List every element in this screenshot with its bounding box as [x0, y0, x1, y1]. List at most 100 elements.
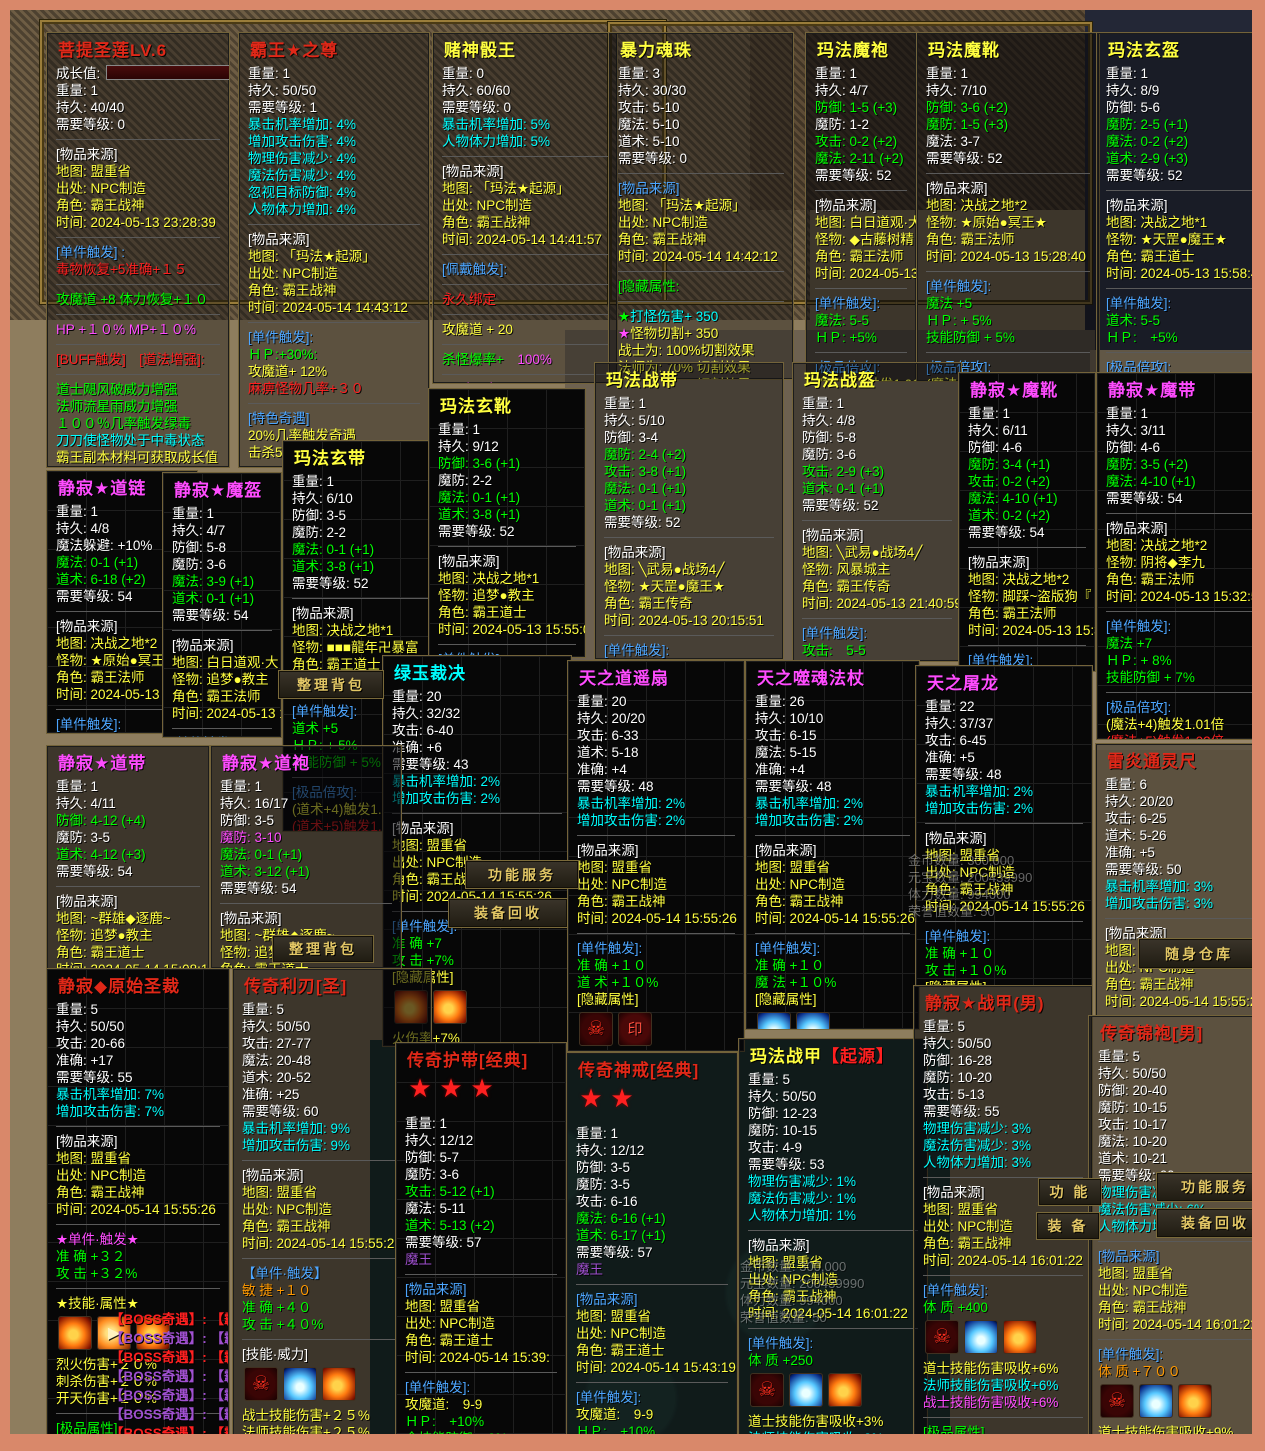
divider — [925, 921, 1083, 922]
stat-line: [单件触发]: — [968, 653, 1034, 668]
stat-line: 防御: 5-6 — [1106, 100, 1161, 115]
stat-line: 时间: 2024-05-13 15 — [172, 706, 281, 721]
stat-line: 攻击: 20-66 — [56, 1036, 126, 1051]
stat-line: 暴击机率增加: 2% — [755, 796, 864, 811]
boss-encounter-line: 【BOSS奇遇】: 【霸 — [110, 1312, 228, 1327]
stat-line: 攻魔道: 9-9 — [405, 1397, 483, 1412]
stat-line: 道术 +5 — [292, 721, 339, 736]
stat-line: 地图: 白日道观·大 — [815, 215, 917, 230]
stat-line: [物品来源] — [968, 555, 1030, 570]
stat-line: 持久: 7/10 — [926, 83, 987, 98]
stat-line: 需要等级: 1 — [248, 100, 318, 115]
stat-line: 增加攻击伤害: 2% — [392, 791, 501, 806]
stat-line: 道术: 5-5 — [1106, 313, 1161, 328]
item-title: 静寂★道链 — [58, 479, 147, 498]
divider — [242, 1258, 422, 1259]
function-button-fragment[interactable]: 功 能 — [1038, 1178, 1102, 1206]
stat-line: 道术: 5-10 — [618, 134, 680, 149]
stat-line: [单件触发]: — [405, 1380, 471, 1395]
stat-line: 攻 击 +４０% — [242, 1317, 324, 1332]
jingji-daodai-panel: 静寂★道带 重量: 1 持久: 4/11 防御: 4-12 (+4) 魔防: 3-5 道术… — [46, 745, 210, 973]
function-service-button-2[interactable]: 功能服务 — [1156, 1172, 1252, 1202]
stat-line: 持久: 4/8 — [56, 521, 110, 536]
jingji-mokui-panel: 静寂★魔盔 重量: 1 持久: 4/7 防御: 5-8 魔防: 3-6 魔法: 3-9 (… — [162, 472, 282, 738]
stat-line: 角色: 霸王法师 — [1106, 572, 1195, 587]
stat-line: [物品来源] — [392, 821, 454, 836]
stat-line: 地图: ╲武易●战场4╱ — [604, 562, 725, 577]
stat-line: 重量: 6 — [1105, 777, 1148, 792]
stat-line: 防御: 4-12 (+4) — [56, 813, 146, 828]
item-title: 雷炎通灵尺 — [1107, 752, 1197, 771]
divider — [604, 537, 774, 538]
sort-bag-button[interactable]: 整理背包 — [278, 670, 384, 699]
stat-line: 刺杀伤害+２０% — [56, 1374, 157, 1389]
stat-line: 角色: 霸王道士 — [405, 1333, 494, 1348]
stat-line: 魔防: 2-2 — [438, 473, 493, 488]
function-service-button[interactable]: 功能服务 — [465, 860, 579, 889]
stat-line: [单件触发]: — [802, 626, 868, 641]
stat-line: 重量: 1 — [292, 474, 335, 489]
divider — [1098, 1241, 1252, 1242]
stat-line: 增加攻击伤害: 2% — [925, 801, 1034, 816]
divider — [405, 1372, 557, 1373]
stat-line: 增加攻击伤害: 2% — [755, 813, 864, 828]
stat-line: 时间: 2024-05-13 15:55:06 — [438, 622, 586, 637]
fire-icon — [433, 990, 467, 1024]
equip-recycle-button-2[interactable]: 装备回收 — [1156, 1208, 1252, 1238]
stat-line: 法师技能伤害吸收+9% — [1098, 1441, 1265, 1444]
stat-line: 持久: 4/8 — [802, 413, 856, 428]
bawang-zhizun-panel: 霸王★之尊 重量: 1 持久: 50/50 需要等级: 1 暴击机率增加: 4% 增加攻击… — [238, 32, 430, 468]
item-title: 菩提圣莲LV.6 — [58, 41, 168, 60]
stat-line: 需要等级: 54 — [56, 864, 133, 879]
star-icon: ★ — [579, 1082, 603, 1113]
stat-line: 出处: NPC制造 — [923, 1219, 1014, 1234]
item-title: 暴力魂珠 — [620, 41, 692, 60]
stat-line: 攻击: 27-77 — [242, 1036, 312, 1051]
stat-line: [物品来源] — [220, 911, 282, 926]
stat-line: 出处: NPC制造 — [56, 1168, 147, 1183]
stat-line: 需要等级: 48 — [755, 779, 832, 794]
equip-recycle-button[interactable]: 装备回收 — [448, 898, 568, 928]
stat-line: 时间: 2024-05-14 14:41:57 — [442, 232, 602, 247]
stat-line: 需要等级: 60 — [242, 1104, 319, 1119]
divider — [392, 813, 562, 814]
stat-line: 地图: 白日道观·大 — [172, 655, 279, 670]
star-icon: ★ — [470, 1072, 494, 1103]
divider — [755, 835, 910, 836]
divider — [442, 314, 608, 315]
stat-line: 重量: 0 — [442, 66, 485, 81]
stat-line: 需要等级: 48 — [577, 779, 654, 794]
tianzhi-shihun-fazhang-panel: 天之噬魂法杖 重量: 26 持久: 10/10 攻击: 6-15 魔法: 5-15 准确:… — [745, 660, 920, 1030]
stat-line: 增加攻击伤害: 7% — [56, 1104, 165, 1119]
stat-line: [BUFF触发] [道法增强]: — [56, 352, 205, 367]
stat-line: [物品来源] — [56, 894, 118, 909]
stat-line: HP +１０% MP+１０% — [56, 322, 197, 337]
divider — [242, 1160, 422, 1161]
stat-line: 时间: 2024-05-14 15:55:26 — [1105, 994, 1265, 1009]
currency-line: 荣誉值数量: 50 — [740, 1310, 827, 1325]
sort-bag-button-2[interactable]: 整理背包 — [272, 935, 374, 963]
stat-line: 霸王副本材料可获取成长值 — [56, 450, 218, 465]
skull-icon: ☠ — [579, 1012, 613, 1046]
stat-line: 需要等级: 52 — [926, 151, 1003, 166]
stat-line: 时间: 2024-05-14 15:39: — [405, 1350, 550, 1365]
bg-dark-roof — [10, 10, 810, 320]
stat-line: 出处: NPC制造 — [577, 877, 668, 892]
stat-line: 时间: 2024-05-14 15:55:26 — [577, 911, 737, 926]
stat-line: 法师技能伤害+２５% — [242, 1425, 370, 1440]
stat-line: [物品来源] — [577, 843, 639, 858]
stat-line: 防御: 4-6 — [1106, 440, 1161, 455]
portable-storage-button[interactable]: 随身仓库 — [1138, 938, 1252, 969]
stat-line: 攻击: 6-33 — [577, 728, 639, 743]
stat-line: 角色: 霸王战神 — [925, 882, 1014, 897]
stat-line: (魔法+4)触发1.01倍 — [926, 376, 1090, 381]
divider — [618, 301, 784, 302]
equip-button-fragment[interactable]: 装 备 — [1036, 1212, 1100, 1240]
stat-line: ★技能·属性★ — [56, 1296, 139, 1311]
stat-line: 持久: 16/17 — [220, 796, 289, 811]
stat-line: 道士技能伤害吸收+3% — [748, 1414, 884, 1429]
stat-line: 时间: 2024-05-13 15:28:40 — [926, 249, 1086, 264]
stat-line: 地图: 决战之地*1 — [292, 623, 394, 638]
stat-line: 魔法: 4-10 (+1) — [1106, 474, 1196, 489]
